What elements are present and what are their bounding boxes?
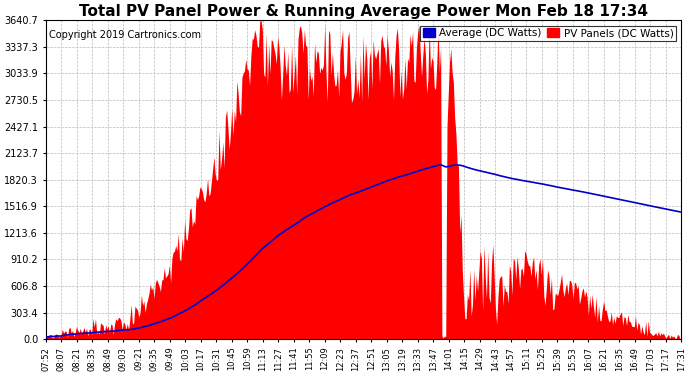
Title: Total PV Panel Power & Running Average Power Mon Feb 18 17:34: Total PV Panel Power & Running Average P… [79,4,648,19]
Legend: Average (DC Watts), PV Panels (DC Watts): Average (DC Watts), PV Panels (DC Watts) [420,26,676,41]
Text: Copyright 2019 Cartronics.com: Copyright 2019 Cartronics.com [49,30,201,40]
